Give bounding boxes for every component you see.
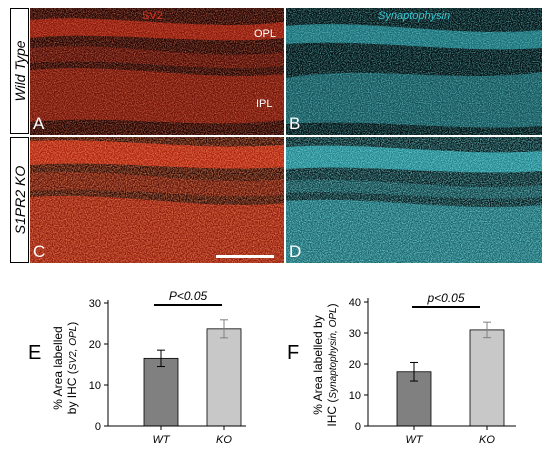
row-label-ko: S1PR2 KO — [10, 137, 29, 263]
chart-f-ylabel-line2: IHC (Synaptophysin, OPL) — [325, 303, 339, 426]
panel-c-image — [30, 137, 284, 263]
panel-label-a: A — [33, 114, 45, 133]
chartE-ytick-label: 30 — [89, 298, 101, 310]
chartF-bar-ko — [469, 329, 505, 427]
chart-f: % Area labelled by IHC (Synaptophysin, O… — [311, 291, 516, 446]
chartE-xtick-label: WT — [152, 434, 170, 446]
panel-b-image — [286, 8, 542, 135]
stain-label-synaptophysin: Synaptophysin — [378, 10, 451, 22]
panel-a: SV2 OPL IPL A — [30, 8, 284, 135]
layer-label-ipl: IPL — [256, 98, 273, 110]
chart-e-ylabel-line2: by IHC (SV2, OPL) — [65, 322, 79, 414]
chartE-xtick-label: KO — [216, 434, 232, 446]
chart-e-sig-text: P<0.05 — [169, 289, 208, 303]
panel-b: Synaptophysin B — [286, 8, 542, 135]
chartF-ytick-label: 40 — [349, 297, 361, 309]
stain-label-sv2: SV2 — [142, 10, 163, 22]
row-label-ko-text: S1PR2 KO — [11, 165, 28, 235]
panel-d: D — [286, 137, 542, 263]
panel-label-b: B — [289, 114, 301, 133]
row-label-wild-type: Wild Type — [10, 8, 29, 134]
panel-a-image — [30, 8, 284, 135]
chartE-bar-wt — [143, 357, 179, 427]
chartF-xtick-label: WT — [405, 434, 423, 446]
panel-c: C — [30, 137, 284, 263]
figure-letter-e: E — [28, 342, 42, 364]
chart-f-ylabel-line1: % Area labelled by — [311, 315, 325, 414]
panel-d-image — [286, 137, 542, 263]
chartE-ytick-label: 0 — [95, 421, 101, 433]
scale-bar — [216, 255, 274, 258]
chartF-ytick-label: 20 — [349, 359, 361, 371]
chartF-ytick-label: 0 — [355, 421, 361, 433]
chartE-ytick-label: 20 — [89, 339, 101, 351]
row-label-wild-type-text: Wild Type — [11, 40, 28, 102]
chartF-ytick-label: 30 — [349, 328, 361, 340]
chart-e-ylabel-line1: % Area labelled — [51, 326, 65, 409]
chartF-ytick-label: 10 — [349, 390, 361, 402]
chartE-ytick-label: 10 — [89, 380, 101, 392]
chart-e: % Area labelled by IHC (SV2, OPL) 0 10 20 3… — [51, 289, 246, 446]
chartE-bar-ko — [206, 328, 242, 427]
panel-label-c: C — [33, 242, 46, 261]
layer-label-opl: OPL — [254, 28, 277, 40]
panel-label-d: D — [289, 242, 302, 261]
chart-f-sig-text: p<0.05 — [426, 291, 464, 305]
figure-letter-f: F — [287, 342, 300, 364]
chartF-xtick-label: KO — [479, 434, 495, 446]
